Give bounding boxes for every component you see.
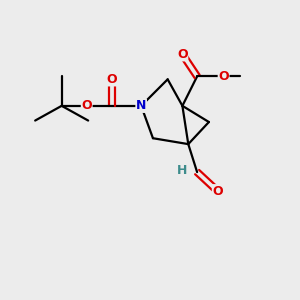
Text: O: O xyxy=(212,185,223,198)
Text: O: O xyxy=(106,73,117,86)
Text: H: H xyxy=(176,164,187,177)
Text: O: O xyxy=(177,48,188,61)
Text: O: O xyxy=(218,70,229,83)
Text: N: N xyxy=(136,99,146,112)
Text: O: O xyxy=(81,99,92,112)
